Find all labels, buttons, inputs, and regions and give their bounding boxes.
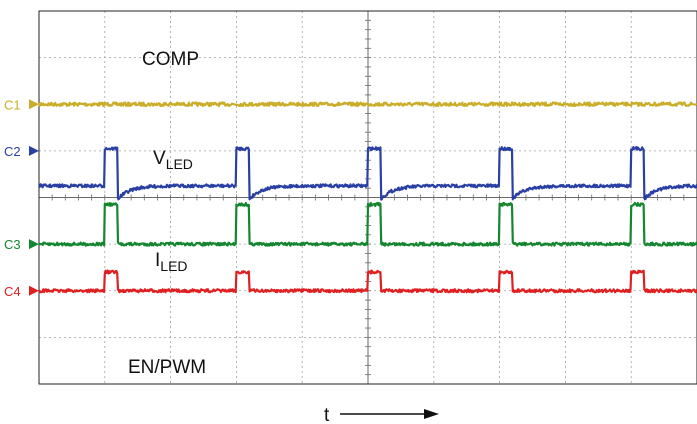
channel-markers: C1 C2 C3 C4 bbox=[4, 97, 39, 299]
trace-enpwm bbox=[38, 269, 697, 294]
trace-label-vled-main: V bbox=[153, 148, 166, 169]
channel-marker-c3: C3 bbox=[4, 237, 39, 252]
channel-marker-label: C2 bbox=[4, 144, 21, 159]
trace-vled bbox=[38, 146, 697, 201]
trace-label-comp: COMP bbox=[142, 49, 199, 70]
x-axis-label: t bbox=[324, 405, 330, 424]
channel-marker-label: C4 bbox=[4, 284, 21, 299]
channel-marker-label: C3 bbox=[4, 237, 21, 252]
plot-frame bbox=[38, 10, 697, 385]
channel-marker-arrow-icon bbox=[29, 239, 39, 250]
trace-label-iled-main: I bbox=[155, 250, 160, 271]
trace-label-vled: VLED bbox=[153, 148, 193, 172]
trace-label-iled: ILED bbox=[155, 250, 188, 274]
trace-label-enpwm: EN/PWM bbox=[128, 357, 206, 378]
channel-marker-c1: C1 bbox=[4, 97, 39, 112]
channel-marker-arrow-icon bbox=[29, 285, 39, 296]
channel-marker-arrow-icon bbox=[29, 145, 39, 156]
trace-label-iled-sub: LED bbox=[160, 258, 187, 274]
channel-marker-arrow-icon bbox=[29, 99, 39, 110]
channel-marker-c2: C2 bbox=[4, 144, 39, 159]
trace-comp bbox=[37, 101, 697, 108]
time-arrow-icon bbox=[340, 409, 439, 419]
trace-iled bbox=[38, 201, 697, 247]
graticule bbox=[38, 10, 697, 385]
channel-marker-label: C1 bbox=[4, 97, 21, 112]
trace-label-vled-sub: LED bbox=[166, 156, 193, 172]
traces bbox=[37, 101, 697, 294]
channel-marker-c4: C4 bbox=[4, 284, 39, 299]
